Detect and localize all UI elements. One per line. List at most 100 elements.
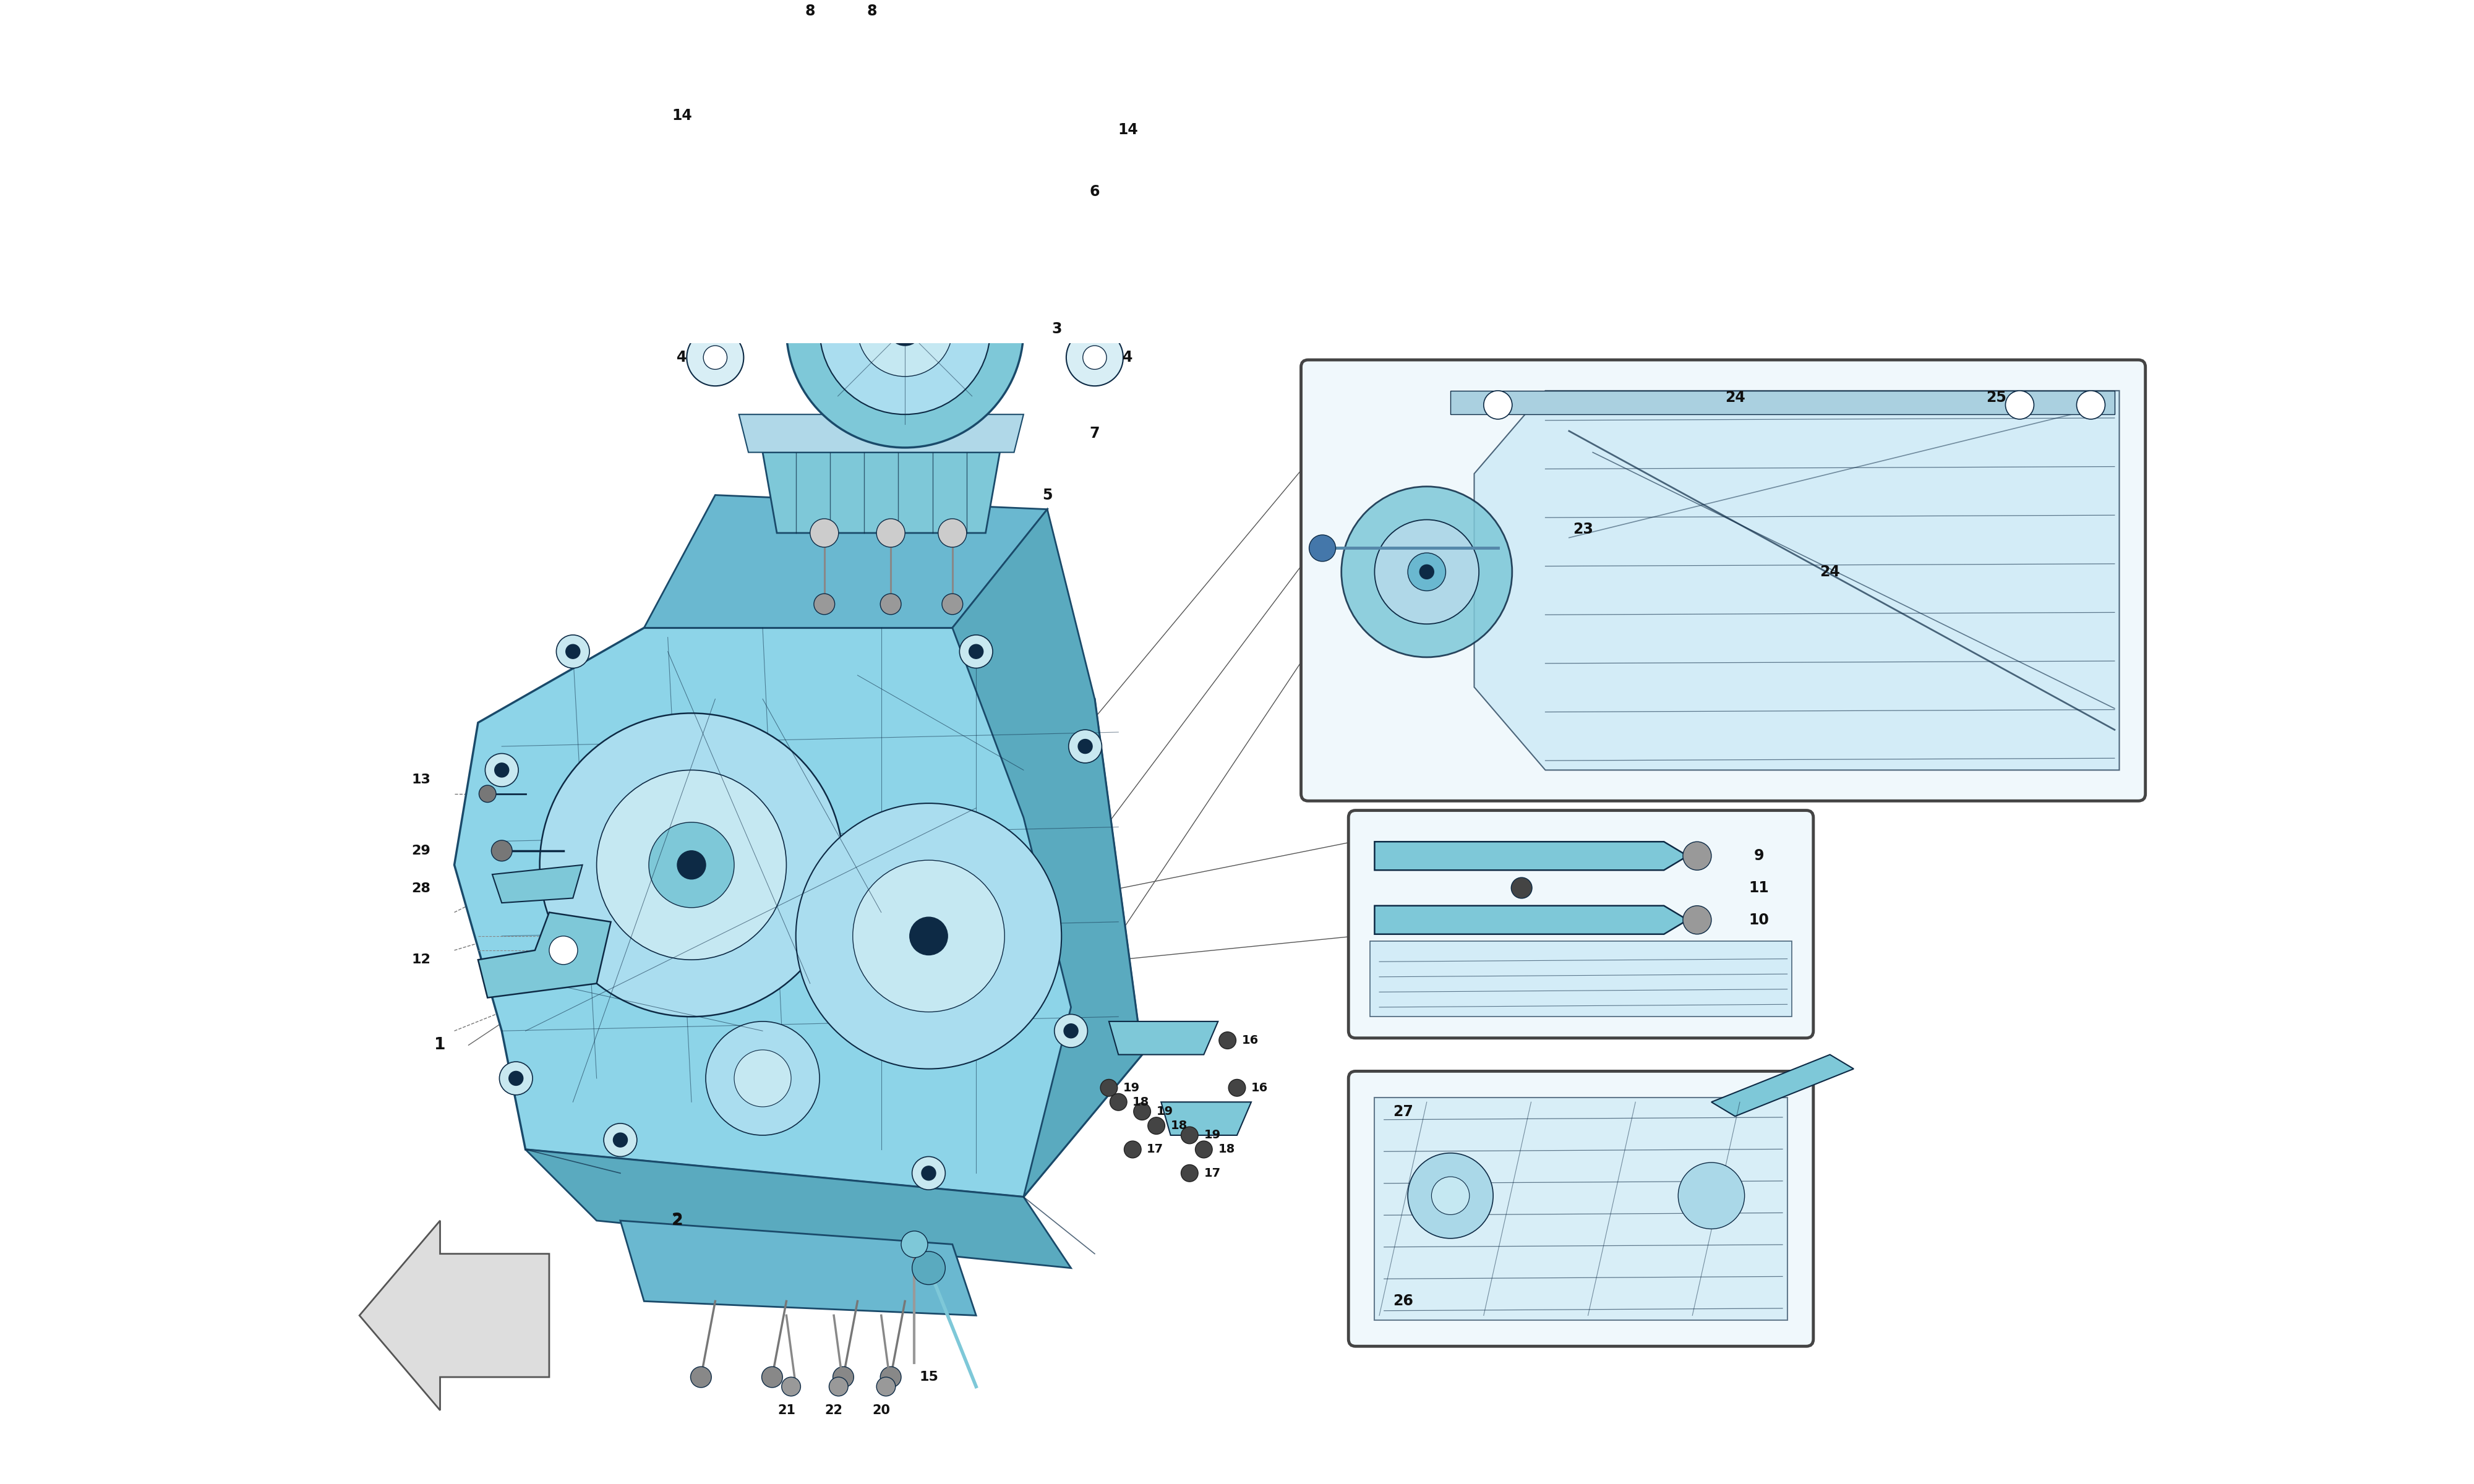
Circle shape [913,1156,945,1190]
Circle shape [913,1251,945,1285]
Text: 21: 21 [777,1404,794,1416]
Circle shape [1111,1094,1128,1110]
Circle shape [1123,1141,1141,1158]
Circle shape [920,113,955,147]
Text: 8: 8 [804,4,814,19]
Circle shape [1064,1024,1079,1037]
Circle shape [688,329,745,386]
Text: 4: 4 [678,350,688,365]
Circle shape [614,1132,628,1147]
Circle shape [834,1367,854,1388]
Circle shape [829,1377,849,1396]
Circle shape [938,519,967,548]
Circle shape [856,113,888,147]
Circle shape [539,714,844,1017]
Circle shape [500,1061,532,1095]
Text: 18: 18 [1133,1097,1150,1109]
Circle shape [485,754,520,787]
Polygon shape [621,1221,977,1315]
Circle shape [1220,1031,1237,1049]
Circle shape [690,1367,713,1388]
Circle shape [888,313,920,346]
Circle shape [678,850,705,879]
Circle shape [1180,1126,1197,1144]
Circle shape [1512,877,1531,898]
Circle shape [797,12,824,40]
Circle shape [923,12,952,40]
Circle shape [1084,346,1106,370]
Circle shape [1195,1141,1212,1158]
Circle shape [782,1377,802,1396]
Circle shape [1682,841,1712,870]
Polygon shape [1160,1103,1252,1135]
Text: 17: 17 [1205,1168,1220,1180]
Text: 9: 9 [1754,849,1764,864]
FancyBboxPatch shape [1301,361,2145,801]
Circle shape [1677,1162,1744,1229]
Circle shape [648,822,735,908]
Text: 7: 7 [1089,426,1101,441]
Text: 19: 19 [1155,1106,1173,1117]
Text: 28: 28 [411,883,430,895]
Text: 22: 22 [824,1404,844,1416]
Polygon shape [643,496,1047,628]
Circle shape [557,635,589,668]
Polygon shape [762,453,999,533]
Circle shape [549,936,576,965]
Text: 5: 5 [1042,488,1051,503]
Circle shape [854,861,1004,1012]
Circle shape [1341,487,1512,657]
Circle shape [1133,1103,1150,1120]
Polygon shape [1475,390,2120,770]
Circle shape [567,644,579,659]
Circle shape [787,211,1024,448]
Circle shape [797,803,1061,1068]
Circle shape [901,1232,928,1257]
Text: 24: 24 [1821,564,1841,579]
Text: 25: 25 [1987,390,2006,405]
Polygon shape [1108,1021,1217,1055]
Text: 24: 24 [1724,390,1744,405]
Text: 23: 23 [1573,522,1593,537]
Text: 18: 18 [1170,1120,1188,1132]
Circle shape [604,1123,636,1156]
Text: 19: 19 [1205,1129,1220,1141]
Text: 16: 16 [1242,1034,1259,1046]
Text: 15: 15 [920,1371,938,1383]
Text: 11: 11 [1749,880,1769,895]
Polygon shape [1376,905,1687,933]
Circle shape [705,1021,819,1135]
Circle shape [1069,730,1101,763]
Text: 26: 26 [1393,1294,1413,1309]
Text: 4: 4 [1123,350,1133,365]
Text: 2: 2 [670,1212,683,1229]
Text: 14: 14 [673,108,693,123]
Circle shape [1484,390,1512,418]
Polygon shape [492,865,581,902]
Circle shape [876,1377,896,1396]
Circle shape [480,785,497,803]
Polygon shape [524,1150,1071,1267]
Circle shape [881,594,901,614]
Text: 13: 13 [411,773,430,785]
Text: 8: 8 [866,4,876,19]
Text: 27: 27 [1393,1104,1413,1119]
Polygon shape [1712,1055,1853,1116]
Text: 14: 14 [1118,123,1138,138]
Circle shape [1148,1117,1165,1134]
Circle shape [1081,55,1108,82]
Circle shape [1309,534,1336,561]
Polygon shape [1450,390,2115,414]
Circle shape [881,1367,901,1388]
Circle shape [910,917,948,956]
Circle shape [858,12,886,40]
Polygon shape [952,509,1143,1198]
Text: 6: 6 [1089,184,1101,199]
Circle shape [703,46,727,73]
Circle shape [1101,1079,1118,1097]
Circle shape [735,1049,792,1107]
Circle shape [794,113,826,147]
Circle shape [1376,519,1479,623]
Circle shape [809,519,839,548]
Circle shape [1682,905,1712,933]
